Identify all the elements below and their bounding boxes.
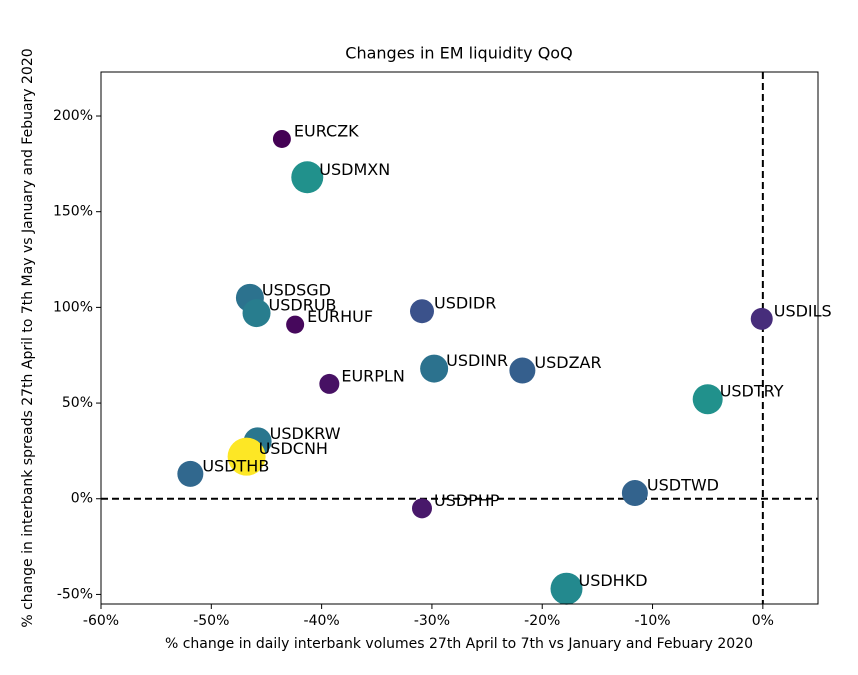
point	[420, 354, 449, 383]
point	[319, 373, 340, 394]
point	[750, 307, 773, 330]
point	[409, 299, 434, 324]
x-tick-label: 0%	[752, 613, 774, 629]
point-label: USDTWD	[647, 476, 719, 495]
y-tick-label: 50%	[62, 395, 93, 411]
point	[272, 129, 291, 148]
y-tick-label: 100%	[53, 299, 93, 315]
point-label: USDINR	[446, 351, 508, 370]
point-label: USDIDR	[434, 294, 496, 313]
point	[692, 384, 723, 415]
point	[286, 315, 305, 334]
x-tick-label: -10%	[634, 613, 670, 629]
point	[177, 460, 204, 487]
x-tick-label: -50%	[193, 613, 229, 629]
point-label: USDILS	[774, 301, 832, 320]
point	[621, 480, 648, 507]
x-tick-label: -40%	[304, 613, 340, 629]
point-label: USDMXN	[319, 160, 390, 179]
point	[242, 299, 271, 328]
point	[291, 161, 324, 194]
plot-frame	[100, 71, 819, 605]
point-label: USDPHP	[434, 491, 500, 510]
point-label: USDTHB	[202, 456, 269, 475]
point	[411, 498, 432, 519]
x-axis-label: % change in daily interbank volumes 27th…	[165, 636, 753, 652]
x-tick-label: -30%	[414, 613, 450, 629]
point	[227, 437, 266, 476]
point-label: USDRUB	[269, 296, 337, 315]
y-tick-label: -50%	[57, 586, 93, 602]
point-label: USDHKD	[578, 571, 647, 590]
point-label: USDTRY	[720, 382, 784, 401]
point-label: EURHUF	[307, 307, 373, 326]
chart-title: Changes in EM liquidity QoQ	[345, 44, 572, 63]
y-tick-label: 150%	[53, 204, 93, 220]
point-label: USDCNH	[259, 439, 328, 458]
y-axis-label: % change in interbank spreads 27th April…	[20, 48, 36, 627]
x-tick-label: -60%	[83, 613, 119, 629]
point	[550, 572, 583, 605]
point	[509, 357, 536, 384]
point-label: USDZAR	[534, 353, 601, 372]
point-label: USDKRW	[270, 424, 341, 443]
y-tick-label: 0%	[71, 491, 93, 507]
point-label: USDSGD	[262, 280, 331, 299]
y-tick-label: 200%	[53, 108, 93, 124]
point-label: EURPLN	[341, 366, 404, 385]
point-label: EURCZK	[294, 121, 359, 140]
x-tick-label: -20%	[524, 613, 560, 629]
